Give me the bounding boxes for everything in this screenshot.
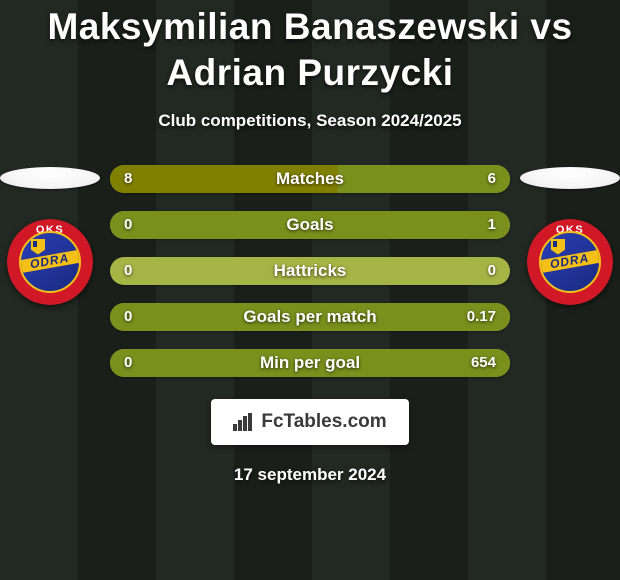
comparison-row: OKS ODRA 86Matches01Goals00Hattricks00.1…: [0, 165, 620, 377]
crest-sash-text: ODRA: [29, 251, 70, 272]
stat-right-value: 6: [488, 165, 496, 193]
left-club-crest: OKS ODRA: [7, 219, 93, 305]
right-player-avatar: [520, 167, 620, 189]
crest-shield-icon: [551, 239, 565, 255]
stat-bar: 01Goals: [110, 211, 510, 239]
right-player-column: OKS ODRA: [520, 165, 620, 305]
stat-left-value: 0: [124, 303, 132, 331]
stat-right-value: 0.17: [467, 303, 496, 331]
stat-left-value: 0: [124, 349, 132, 377]
stat-left-value: 0: [124, 257, 132, 285]
subtitle: Club competitions, Season 2024/2025: [158, 111, 461, 131]
stat-left-value: 8: [124, 165, 132, 193]
stat-left-value: 0: [124, 211, 132, 239]
stat-right-value: 0: [488, 257, 496, 285]
stat-bars: 86Matches01Goals00Hattricks00.17Goals pe…: [110, 165, 510, 377]
comparison-card: Maksymilian Banaszewski vs Adrian Purzyc…: [0, 0, 620, 580]
stat-right-value: 1: [488, 211, 496, 239]
right-club-crest: OKS ODRA: [527, 219, 613, 305]
stat-bar: 86Matches: [110, 165, 510, 193]
bar-chart-icon: [233, 413, 253, 431]
stat-bar: 0654Min per goal: [110, 349, 510, 377]
left-player-avatar: [0, 167, 100, 189]
date-label: 17 september 2024: [234, 465, 386, 485]
brand-badge: FcTables.com: [211, 399, 408, 445]
brand-text: FcTables.com: [261, 411, 386, 433]
stat-bar: 00.17Goals per match: [110, 303, 510, 331]
stat-right-value: 654: [471, 349, 496, 377]
left-player-column: OKS ODRA: [0, 165, 100, 305]
stat-bar: 00Hattricks: [110, 257, 510, 285]
crest-sash-text: ODRA: [549, 251, 590, 272]
crest-shield-icon: [31, 239, 45, 255]
page-title: Maksymilian Banaszewski vs Adrian Purzyc…: [0, 4, 620, 97]
